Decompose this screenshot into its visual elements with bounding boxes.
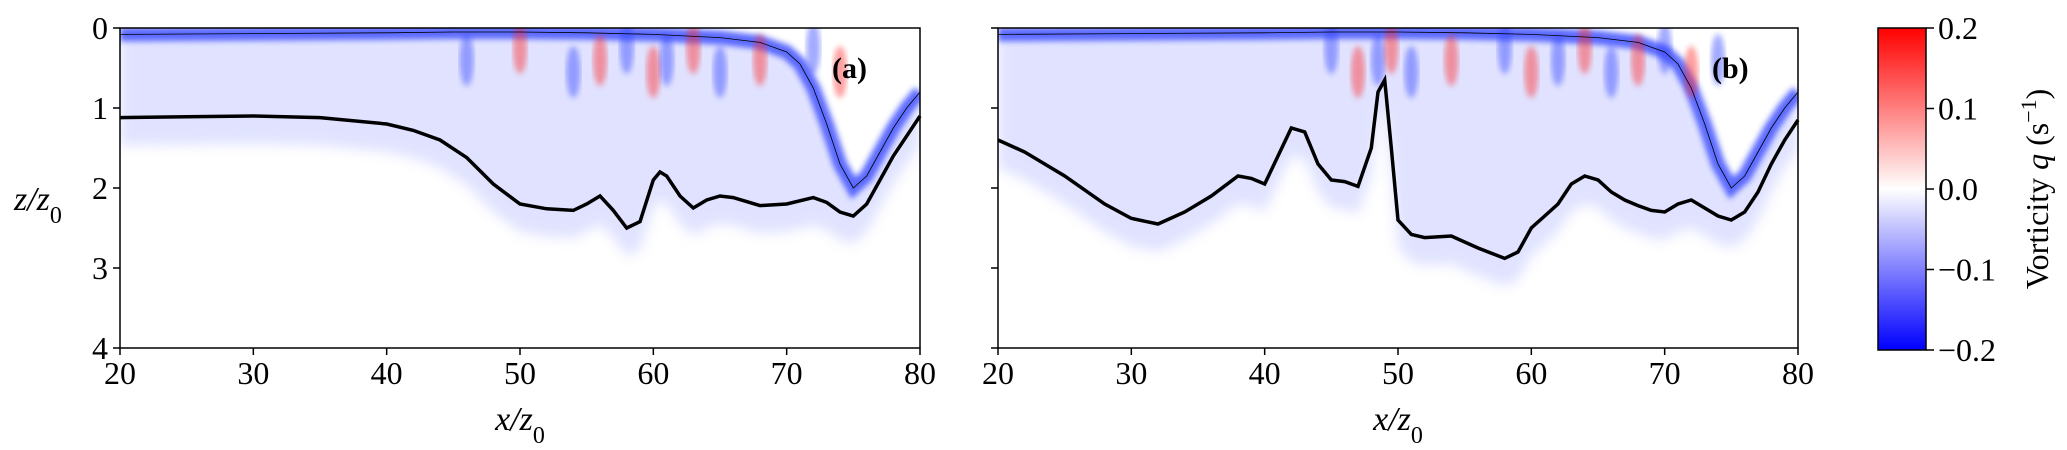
y-tick-label: 0 (92, 10, 108, 46)
x-tick-label: 50 (1382, 355, 1414, 391)
x-tick-label: 50 (504, 355, 536, 391)
x-tick-label: 60 (1515, 355, 1547, 391)
colorbar-tick-label: 0.1 (1938, 91, 1978, 127)
interface-line-a (119, 114, 922, 231)
x-tick-label: 60 (637, 355, 669, 391)
vortex-blob (646, 46, 661, 98)
colorbar-tick-label: −0.2 (1938, 332, 1996, 368)
vortex-blob (1444, 34, 1459, 86)
colorbar: 0.2 0.1 0.0 −0.1 −0.2 Vorticity q (s−1) (1877, 10, 2056, 368)
colorbar-tick-label: −0.1 (1938, 252, 1996, 288)
vortex-blob (1497, 28, 1512, 74)
y-axis-a: 0 1 2 3 4 (92, 10, 120, 366)
panel-label-a: (a) (832, 52, 867, 85)
vortex-blob (1404, 46, 1419, 98)
vortex-blob (1711, 34, 1725, 86)
x-tick-label: 40 (371, 355, 403, 391)
y-tick-label: 1 (92, 90, 108, 126)
y-tick-label: 3 (92, 250, 108, 286)
vortex-blob (1604, 46, 1619, 98)
panel-label-b: (b) (1712, 52, 1749, 85)
free-surface-line-b (997, 31, 1799, 189)
vortex-blob (659, 34, 674, 86)
vortex-blob (1551, 34, 1565, 86)
vortex-blob (1684, 46, 1699, 98)
vortex-blob (1657, 28, 1672, 74)
vortex-blob (593, 34, 607, 86)
colorbar-ticks: 0.2 0.1 0.0 −0.1 −0.2 (1926, 10, 1996, 368)
x-tick-label: 70 (771, 355, 803, 391)
vortex-blob (1524, 46, 1539, 98)
vortex-blob (1351, 46, 1365, 98)
vortex-blob (619, 28, 634, 74)
vortex-blob (1384, 28, 1399, 74)
panel-a: 20 30 40 50 60 70 80 0 1 2 3 4 (a) x/z0 z/z0 (13, 10, 936, 449)
colorbar-tick-label: 0.2 (1938, 10, 1978, 46)
vortex-blob (1324, 28, 1339, 74)
vortex-blob (566, 46, 581, 98)
y-axis-title-a: z/z0 (13, 181, 62, 229)
interface-line-b (997, 74, 1800, 261)
y-axis-b (991, 27, 998, 349)
vortex-blob (713, 46, 727, 98)
x-axis-title-a: x/z0 (494, 401, 545, 449)
vortex-blob (459, 34, 474, 86)
x-tick-label: 30 (237, 355, 269, 391)
vorticity-field-b (998, 28, 1798, 287)
vortex-blob (1577, 28, 1592, 74)
x-tick-label: 30 (1115, 355, 1147, 391)
vortex-blob (753, 34, 767, 86)
vortex-blob (1631, 34, 1645, 86)
x-axis-title-b: x/z0 (1372, 401, 1423, 449)
colorbar-title: Vorticity q (s−1) (2016, 89, 2056, 290)
colorbar-tick-label: 0.0 (1938, 171, 1978, 207)
colorbar-gradient (1877, 27, 1927, 351)
x-tick-label: 40 (1249, 355, 1281, 391)
vortex-blob (686, 28, 701, 74)
y-tick-label: 2 (92, 170, 108, 206)
x-tick-label: 20 (104, 355, 136, 391)
x-axis-b: 20 30 40 50 60 70 80 (982, 348, 1814, 391)
x-tick-label: 80 (904, 355, 936, 391)
x-axis-a: 20 30 40 50 60 70 80 (104, 348, 936, 391)
vortex-blob (806, 28, 821, 74)
vortex-blob (513, 28, 527, 74)
y-tick-label: 4 (92, 330, 108, 366)
vorticity-field-a (120, 28, 920, 256)
vortex-blob (833, 46, 847, 98)
vortex-blob (1371, 34, 1385, 86)
x-tick-label: 70 (1649, 355, 1681, 391)
x-tick-label: 80 (1782, 355, 1814, 391)
free-surface-line-a (119, 31, 921, 189)
x-tick-label: 20 (982, 355, 1014, 391)
panel-b: 20 30 40 50 60 70 80 (b) x/z0 (982, 27, 1814, 449)
